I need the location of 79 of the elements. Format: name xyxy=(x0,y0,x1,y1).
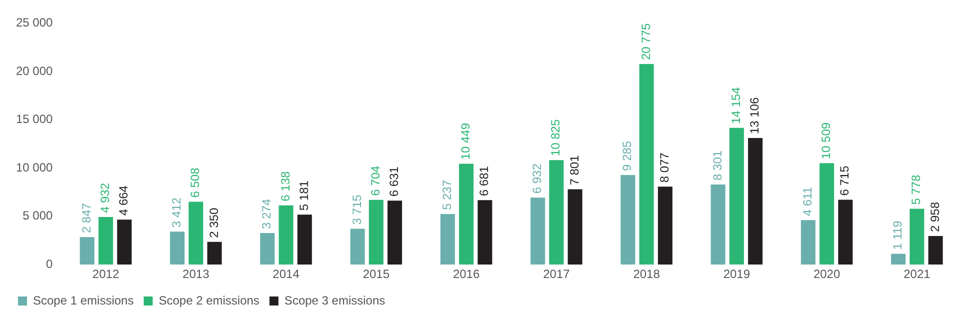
x-tick-label: 2013 xyxy=(182,267,210,282)
bar xyxy=(478,200,492,265)
data-label: 6 681 xyxy=(477,166,492,196)
data-label: 5 237 xyxy=(440,180,454,210)
y-tick-label: 0 xyxy=(46,256,54,271)
data-label: 2 350 xyxy=(206,208,221,238)
data-label: 6 508 xyxy=(188,167,202,198)
bar xyxy=(549,160,564,265)
data-label: 20 775 xyxy=(638,22,653,60)
data-label: 6 715 xyxy=(838,165,852,196)
y-tick-label: 20 000 xyxy=(16,64,54,78)
data-label: 14 154 xyxy=(728,86,743,124)
bar xyxy=(459,164,474,265)
x-tick-label: 2019 xyxy=(723,267,750,282)
data-label: 6 138 xyxy=(278,170,292,202)
bar xyxy=(117,220,132,265)
data-label: 7 801 xyxy=(567,154,582,186)
bar xyxy=(388,200,402,265)
data-label: 3 412 xyxy=(170,197,184,228)
bar xyxy=(710,184,726,265)
y-tick-label: 5 000 xyxy=(22,208,54,223)
y-tick-label: 10 000 xyxy=(16,160,54,174)
bar xyxy=(838,200,853,265)
data-label: 1 119 xyxy=(890,220,905,250)
bar xyxy=(440,214,455,265)
data-label: 6 704 xyxy=(368,166,382,196)
data-label: 8 077 xyxy=(657,152,672,183)
data-label: 6 631 xyxy=(387,166,402,197)
bar xyxy=(800,220,816,265)
data-label: 6 932 xyxy=(530,163,544,194)
x-tick-label: 2021 xyxy=(904,267,931,282)
data-label: 4 932 xyxy=(98,182,112,213)
data-label: 2 847 xyxy=(79,202,94,234)
x-tick-label: 2015 xyxy=(362,267,390,282)
bar xyxy=(639,64,654,265)
bar xyxy=(278,205,294,265)
x-tick-label: 2018 xyxy=(633,267,660,282)
data-label: 10 825 xyxy=(548,119,563,156)
bar xyxy=(530,198,546,265)
y-tick-label: 25 000 xyxy=(16,16,54,30)
bar xyxy=(207,242,222,265)
bar xyxy=(891,254,906,265)
bar xyxy=(80,237,94,265)
x-tick-label: 2014 xyxy=(272,267,300,282)
x-tick-label: 2012 xyxy=(92,267,120,282)
data-label: 4 611 xyxy=(800,186,814,216)
bar xyxy=(568,189,582,265)
bar xyxy=(820,163,834,265)
bar xyxy=(620,174,636,265)
bar xyxy=(658,186,672,265)
bar xyxy=(297,214,312,265)
data-label: 10 449 xyxy=(458,122,473,160)
legend-label: Scope 2 emissions xyxy=(158,293,260,308)
bar xyxy=(170,232,185,265)
bar xyxy=(748,138,763,265)
data-label: 10 509 xyxy=(819,122,834,160)
data-label: 13 106 xyxy=(748,97,762,134)
bar xyxy=(368,200,384,265)
legend-label: Scope 1 emissions xyxy=(33,293,134,308)
bar xyxy=(928,236,943,265)
data-label: 3 274 xyxy=(260,198,274,229)
x-tick-label: 2016 xyxy=(452,267,480,282)
data-label: 2 958 xyxy=(928,202,942,232)
data-label: 9 285 xyxy=(620,140,634,171)
bar xyxy=(188,202,204,265)
bar xyxy=(98,216,114,265)
data-label: 5 181 xyxy=(296,180,311,211)
x-tick-label: 2017 xyxy=(543,267,570,282)
legend-label: Scope 3 emissions xyxy=(284,293,386,308)
bar xyxy=(910,208,924,265)
data-label: 5 778 xyxy=(909,174,924,205)
data-label: 3 715 xyxy=(350,194,364,225)
data-label: 8 301 xyxy=(710,150,724,180)
data-label: 4 664 xyxy=(116,185,131,216)
bar xyxy=(729,128,744,265)
x-tick-label: 2020 xyxy=(813,267,840,282)
y-tick-label: 15 000 xyxy=(16,112,54,126)
bar xyxy=(350,228,365,265)
bar xyxy=(260,232,275,265)
